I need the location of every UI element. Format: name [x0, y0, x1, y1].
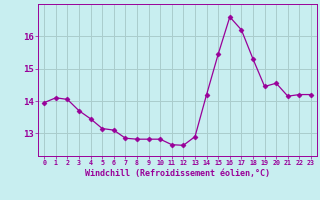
X-axis label: Windchill (Refroidissement éolien,°C): Windchill (Refroidissement éolien,°C) — [85, 169, 270, 178]
